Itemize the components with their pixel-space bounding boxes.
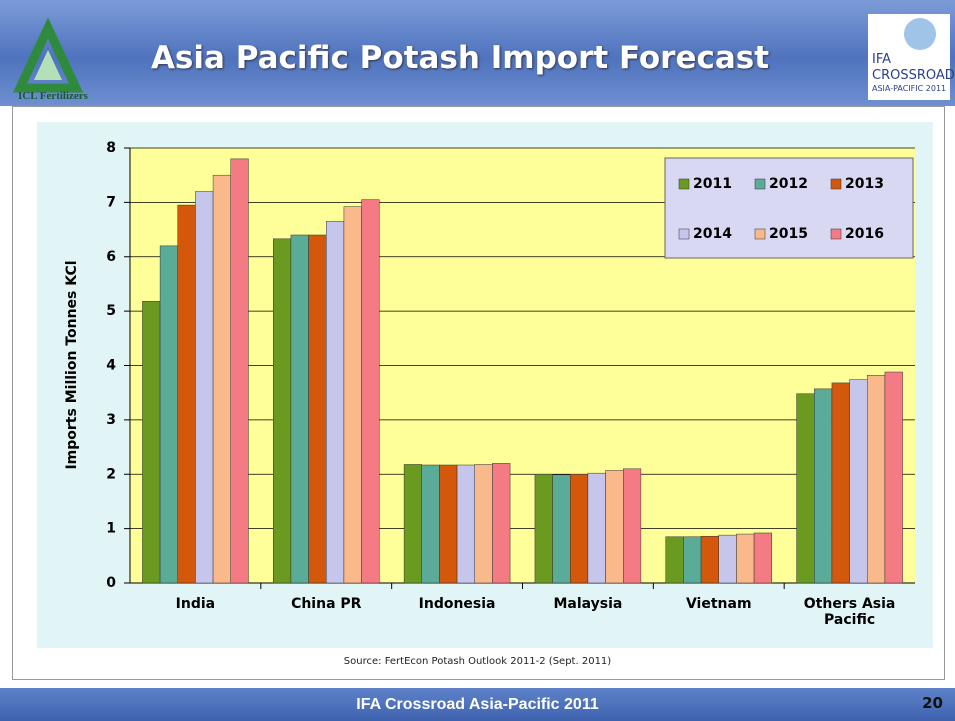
bar	[570, 474, 589, 584]
legend-label: 2014	[693, 226, 732, 242]
y-tick-label: 0	[106, 575, 116, 591]
bar	[142, 301, 161, 584]
legend-label: 2013	[845, 176, 884, 192]
bar	[177, 204, 196, 584]
bar	[700, 535, 720, 584]
bar	[403, 464, 423, 584]
bar	[605, 470, 624, 584]
bar	[195, 191, 214, 584]
legend-label: 2011	[693, 176, 732, 192]
globe	[904, 18, 936, 50]
header: Asia Pacific Potash Import Forecast ICL …	[0, 0, 955, 106]
bar	[421, 464, 440, 584]
left-logo-text: ICL Fertilizers	[18, 90, 88, 102]
legend-swatch	[830, 228, 842, 240]
legend-swatch	[678, 178, 690, 190]
bar	[796, 393, 815, 584]
bar	[474, 464, 493, 584]
bar	[492, 463, 511, 584]
bar	[683, 536, 702, 584]
x-tick-label: India	[175, 596, 216, 612]
bar	[273, 238, 292, 584]
bar	[753, 532, 772, 584]
y-tick-label: 8	[106, 140, 116, 156]
x-tick-label: Vietnam	[685, 596, 752, 612]
legend-swatch	[830, 178, 842, 190]
y-tick-label: 2	[106, 466, 116, 482]
legend-label: 2015	[769, 226, 808, 242]
bar	[308, 234, 327, 584]
x-tick-label: Malaysia	[553, 596, 623, 612]
y-tick-label: 7	[106, 194, 116, 210]
logo-line: IFA	[872, 52, 892, 67]
logo-triangle	[12, 17, 84, 93]
bar	[326, 221, 345, 584]
legend-label: 2016	[845, 226, 884, 242]
y-tick-label: 3	[106, 412, 116, 428]
x-tick-label: China PR	[291, 596, 362, 612]
bar	[884, 371, 903, 584]
y-tick-label: 6	[106, 249, 116, 265]
bar	[534, 474, 553, 584]
bar	[159, 245, 179, 584]
footer: IFA Crossroad Asia-Pacific 2011 20	[0, 688, 955, 721]
logo-line: CROSSROADS	[872, 68, 955, 83]
bar	[814, 388, 833, 584]
legend-swatch	[754, 228, 766, 240]
legend-swatch	[754, 178, 766, 190]
slide-title: Asia Pacific Potash Import Forecast	[150, 40, 770, 76]
bar	[290, 234, 309, 584]
legend-swatch	[678, 228, 690, 240]
x-tick-label: Others Asia Pacific	[803, 596, 896, 628]
logo-globe	[904, 18, 936, 50]
bar	[230, 158, 249, 584]
bar	[665, 536, 684, 584]
y-tick-label: 5	[106, 303, 116, 319]
legend	[664, 157, 914, 259]
page-number: 20	[922, 694, 943, 712]
bar	[439, 464, 458, 584]
bar	[849, 379, 868, 584]
bar	[831, 382, 850, 584]
bar	[343, 206, 362, 584]
bar	[718, 534, 737, 584]
bar	[587, 472, 606, 584]
x-tick-label: Indonesia	[418, 596, 496, 612]
bar	[622, 468, 642, 584]
bar	[361, 199, 380, 584]
bar	[212, 174, 231, 584]
bar	[866, 375, 886, 584]
bar	[736, 533, 755, 584]
left-logo-icon	[12, 17, 84, 93]
legend-label: 2012	[769, 176, 808, 192]
y-axis-label: Imports Million Tonnes KCl	[64, 260, 80, 469]
source-note: Source: FertEcon Potash Outlook 2011-2 (…	[343, 656, 612, 667]
right-logo: IFA CROSSROADS ASIA-PACIFIC 2011	[868, 14, 955, 100]
footer-title: IFA Crossroad Asia-Pacific 2011	[356, 696, 599, 713]
logo-inner	[34, 50, 62, 80]
logo-line: ASIA-PACIFIC 2011	[872, 84, 947, 93]
bar	[552, 474, 571, 584]
bar	[456, 464, 475, 584]
y-tick-label: 1	[106, 521, 116, 537]
y-tick-label: 4	[106, 358, 116, 374]
